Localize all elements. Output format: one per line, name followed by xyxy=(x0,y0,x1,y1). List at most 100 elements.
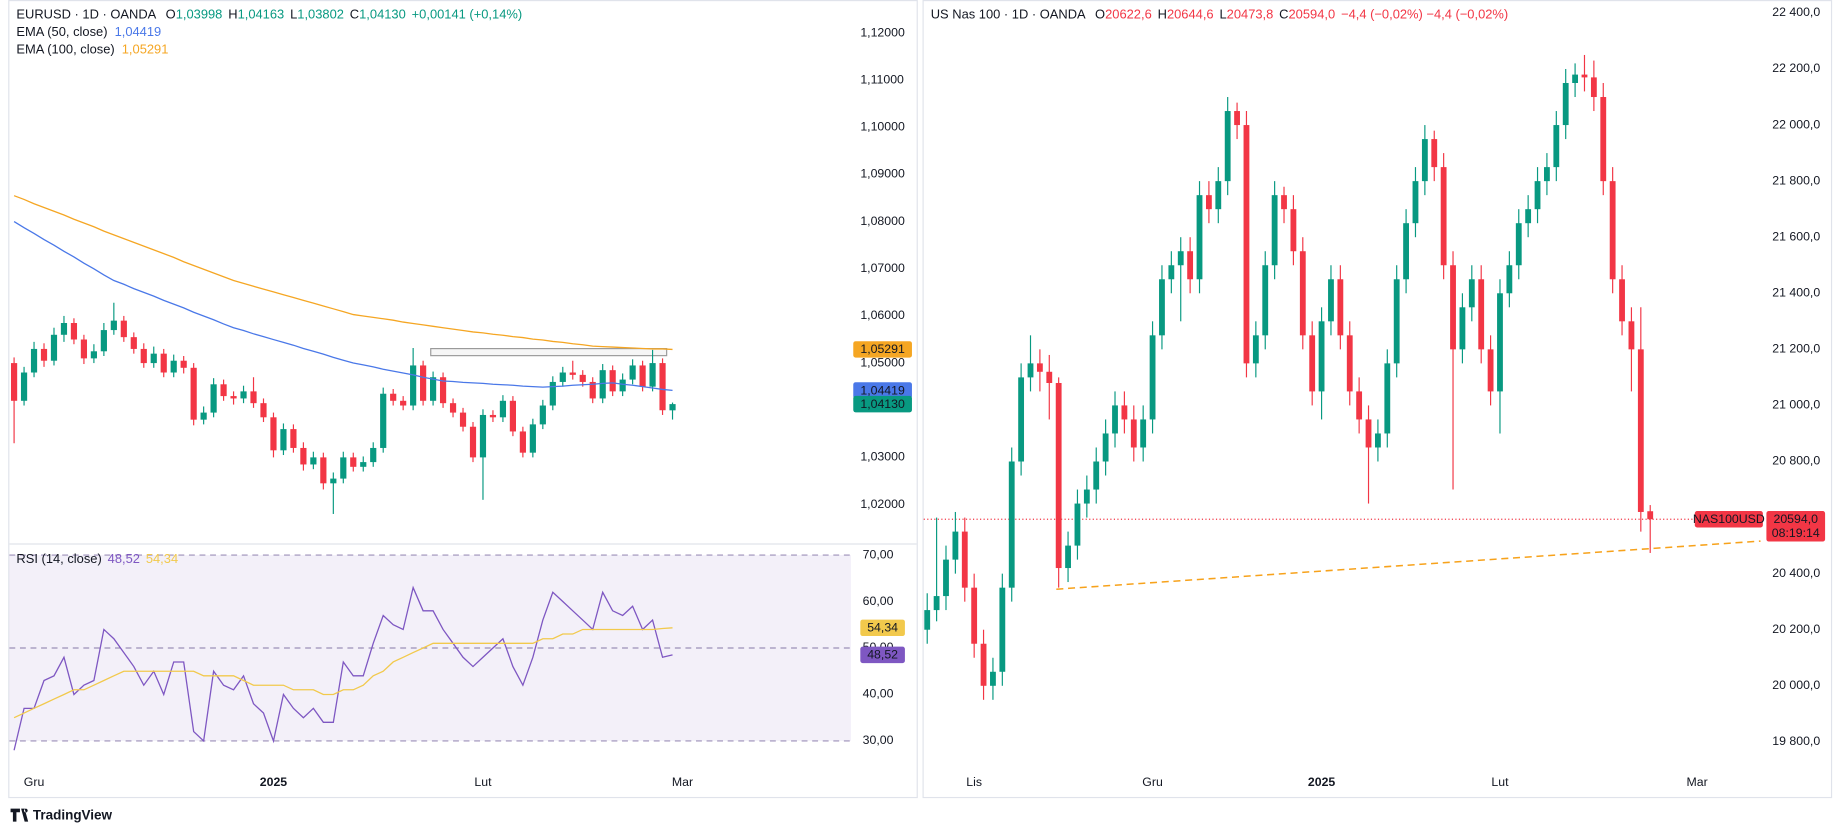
price-tag-bg xyxy=(1766,511,1826,542)
candle-body xyxy=(559,372,566,382)
symbol-tag-bg xyxy=(1694,511,1763,528)
y-tick-label: 22 400,0 xyxy=(1772,5,1820,19)
indicator-legend: EMA (100, close) 1,05291 xyxy=(16,42,168,57)
y-tick-label: 1,12000 xyxy=(860,25,905,39)
candle-body xyxy=(1065,545,1071,569)
candle-body xyxy=(961,531,968,588)
price-tag-bg xyxy=(853,341,912,358)
x-tick-label: Mar xyxy=(672,775,693,789)
candle-body xyxy=(429,377,437,401)
candle-body xyxy=(1356,391,1363,420)
range-box xyxy=(430,348,668,357)
candle-body xyxy=(130,337,137,349)
candle-body xyxy=(170,360,177,373)
candle-body xyxy=(40,348,48,361)
candle-body xyxy=(1299,251,1306,336)
candle-body xyxy=(599,370,606,399)
legend-value: 20644,6 xyxy=(1167,7,1214,22)
candle-body xyxy=(1619,279,1625,322)
logo-mark xyxy=(10,808,29,822)
candle-body xyxy=(1168,265,1175,280)
candle-body xyxy=(310,457,317,465)
legend-key: L xyxy=(1219,7,1226,22)
candle-body xyxy=(1572,74,1579,84)
candle-body xyxy=(160,353,167,373)
candle-body xyxy=(509,400,516,432)
candle-body xyxy=(1027,363,1034,378)
candle-body xyxy=(380,393,387,448)
y-tick-label: 1,08000 xyxy=(860,214,905,228)
y-tick-label: 1,02000 xyxy=(860,497,905,511)
candle-body xyxy=(1337,279,1344,336)
candle-body xyxy=(1290,209,1297,252)
candle-body xyxy=(1459,307,1466,350)
candle-body xyxy=(1544,167,1550,182)
indicator-name: EMA (50, close) xyxy=(16,24,107,39)
candle-body xyxy=(330,478,337,484)
legend-key: C xyxy=(1279,7,1288,22)
candle-body xyxy=(370,447,377,463)
legend-change: +0,00141 (+0,14%) xyxy=(412,7,523,22)
chart-title: US Nas 100 · 1D · OANDA xyxy=(931,7,1086,22)
indicator-name: EMA (100, close) xyxy=(16,42,114,57)
y-tick-label: 21 400,0 xyxy=(1772,286,1820,300)
candle-body xyxy=(1309,335,1316,392)
candle-body xyxy=(1093,461,1100,490)
legend-value: 1,04130 xyxy=(359,7,406,22)
candle-body xyxy=(1534,181,1541,210)
candle-body xyxy=(180,360,187,368)
legend-value: 20594,0 xyxy=(1289,7,1336,22)
ema-line xyxy=(13,221,673,392)
legend-key: C xyxy=(350,7,359,22)
y-tick-label: 20 000,0 xyxy=(1772,678,1820,692)
candle-body xyxy=(1421,139,1428,182)
candle-body xyxy=(80,339,88,359)
y-tick-label: 21 000,0 xyxy=(1772,398,1820,412)
brand-text: TradingView xyxy=(33,807,113,822)
candle-body xyxy=(280,429,287,451)
y-tick-label: 1,10000 xyxy=(860,120,905,134)
price-tag-bg xyxy=(853,382,912,399)
price-tag: 1,04419 xyxy=(860,383,905,397)
legend-change: −4,4 (−0,02%) −4,4 (−0,02%) xyxy=(1341,7,1508,22)
candle-body xyxy=(479,414,487,458)
candle-body xyxy=(1346,335,1353,392)
candle-body xyxy=(1215,181,1222,210)
candle-body xyxy=(999,587,1006,672)
candle-body xyxy=(519,431,526,453)
candle-body xyxy=(609,370,616,392)
candle-body xyxy=(1506,265,1513,294)
candle-body xyxy=(1497,293,1503,392)
countdown: 08:19:14 xyxy=(1772,526,1820,540)
rsi-tick-label: 40,00 xyxy=(863,687,894,701)
x-tick-label: Lut xyxy=(1491,775,1509,789)
candle-body xyxy=(30,348,38,373)
x-tick-label: Gru xyxy=(1142,775,1163,789)
candle-body xyxy=(924,610,931,630)
candle-body xyxy=(449,403,457,413)
candle-body xyxy=(1562,83,1569,126)
y-tick-label: 22 000,0 xyxy=(1772,117,1820,131)
chart-header: EURUSD · 1D · OANDA O1,03998 H1,04163 L1,03… xyxy=(16,7,522,22)
candle-body xyxy=(10,363,18,401)
candle-body xyxy=(200,412,207,420)
candle-body xyxy=(952,531,959,560)
candle-body xyxy=(1468,279,1475,308)
candle-body xyxy=(1055,382,1062,569)
candle-body xyxy=(1187,251,1194,280)
candle-body xyxy=(1205,195,1212,210)
candle-body xyxy=(120,320,127,338)
candle-body xyxy=(1581,74,1588,78)
rsi-value: 54,34 xyxy=(146,551,178,566)
candle-body xyxy=(569,372,576,375)
candle-body xyxy=(250,391,257,404)
candle-body xyxy=(1102,433,1109,462)
candle-body xyxy=(20,372,28,401)
y-tick-label: 20 200,0 xyxy=(1772,622,1820,636)
candle-body xyxy=(649,363,656,387)
y-tick-label: 22 200,0 xyxy=(1772,61,1820,75)
candle-body xyxy=(1271,195,1278,266)
candle-body xyxy=(1365,419,1372,448)
candle-body xyxy=(1281,195,1287,210)
